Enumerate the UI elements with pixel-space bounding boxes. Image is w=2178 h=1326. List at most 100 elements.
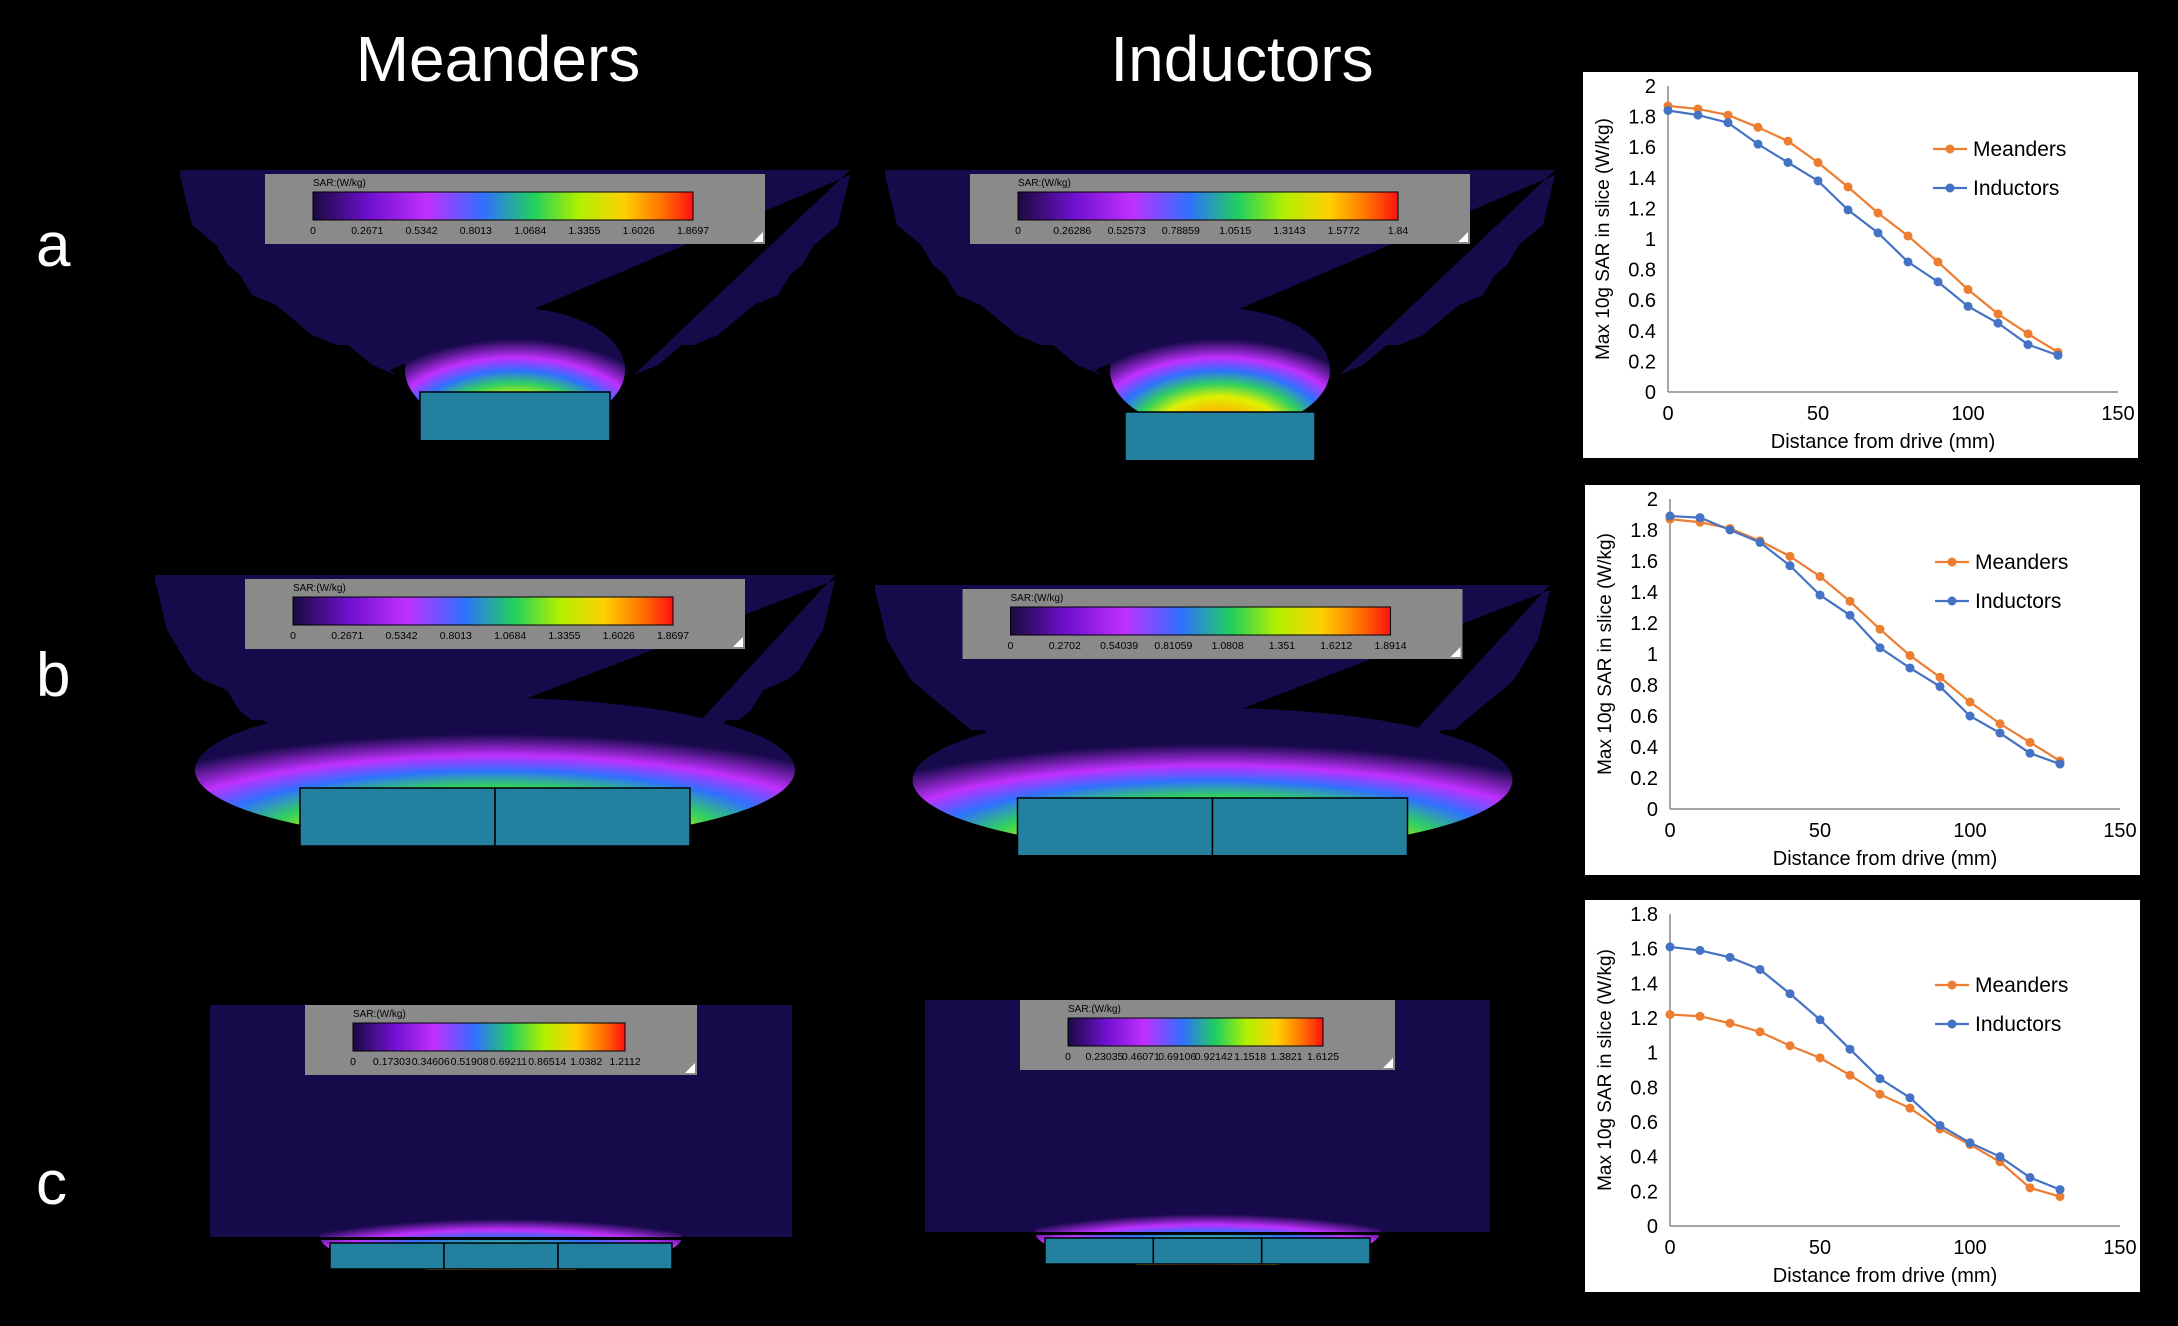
- data-point: [2025, 1172, 2035, 1182]
- sar-map-inductors-b: SAR:(W/kg) 0 0.2702 0.54039 0.81059 1.0808 1.3…: [875, 585, 1550, 855]
- y-tick-label: 1.8: [1628, 107, 1656, 129]
- data-point: [1665, 1010, 1675, 1020]
- colorbar-tick-label: 0.46071: [1122, 1051, 1160, 1063]
- data-point: [1845, 596, 1855, 606]
- y-tick-label: 0: [1645, 382, 1656, 404]
- data-point: [1695, 513, 1705, 523]
- resize-grip: [1458, 232, 1468, 242]
- data-point: [1995, 719, 2005, 729]
- colorbar-tick-label: 0.8013: [460, 225, 492, 237]
- y-tick-label: 1.6: [1630, 939, 1658, 961]
- row-label-a: a: [36, 211, 71, 280]
- data-point: [1813, 158, 1823, 167]
- data-point: [1905, 1093, 1915, 1103]
- colorbar-tick-label: 0.92142: [1195, 1051, 1233, 1063]
- colorbar-tick-label: 1.0684: [494, 630, 526, 642]
- legend-label: Meanders: [1973, 138, 2066, 161]
- y-tick-label: 1: [1647, 1043, 1658, 1065]
- data-point: [1815, 1015, 1825, 1025]
- coil-segment: [1124, 411, 1316, 460]
- x-tick-label: 0: [1664, 1237, 1675, 1259]
- x-axis-label: Distance from drive (mm): [1771, 431, 1995, 453]
- colorbar-tick-label: 1.2112: [609, 1056, 640, 1068]
- resize-grip: [1450, 647, 1461, 657]
- data-point: [1695, 1011, 1705, 1021]
- series-line: [1669, 945, 2061, 1191]
- series-meanders: [1663, 101, 2063, 357]
- legend-marker: [1945, 144, 1955, 154]
- coil-segment: [1260, 1237, 1371, 1265]
- y-tick-label: 1.8: [1630, 904, 1658, 926]
- y-tick-label: 0.6: [1628, 290, 1656, 312]
- data-point: [1725, 952, 1735, 962]
- column-heading-meanders: Meanders: [355, 23, 641, 95]
- colorbar-tick-label: 1.3355: [548, 630, 580, 642]
- data-point: [2053, 350, 2063, 360]
- colorbar-title: SAR:(W/kg): [1011, 593, 1064, 604]
- colorbar-tick-label: 1.6125: [1307, 1051, 1339, 1063]
- data-point: [1723, 118, 1733, 128]
- colorbar-tick-label: 1.1518: [1234, 1051, 1266, 1063]
- x-tick-label: 0: [1664, 820, 1675, 842]
- colorbar-tick-label: 0.54039: [1100, 640, 1138, 652]
- data-point: [1725, 1018, 1735, 1028]
- data-point: [1965, 711, 1975, 721]
- colorbar-tick-label: 0.86514: [528, 1056, 566, 1068]
- y-tick-label: 0: [1647, 1216, 1658, 1238]
- colorbar-tick-label: 0.69106: [1158, 1051, 1196, 1063]
- sar-map-inductors-a: SAR:(W/kg) 0 0.26286 0.52573 0.78859 1.0515 1.…: [885, 170, 1555, 460]
- legend-label: Inductors: [1975, 590, 2061, 613]
- colorbar-tick-label: 1.3821: [1271, 1051, 1303, 1063]
- data-point: [1845, 610, 1855, 620]
- data-point: [1875, 1089, 1885, 1099]
- data-point: [2025, 1183, 2035, 1193]
- y-tick-label: 1: [1645, 229, 1656, 251]
- colorbar-tick-label: 1.3143: [1273, 225, 1305, 237]
- data-point: [1785, 1041, 1795, 1051]
- data-point: [1753, 122, 1763, 132]
- data-point: [1843, 205, 1853, 215]
- x-tick-label: 150: [2103, 820, 2136, 842]
- colorbar: [1010, 606, 1391, 636]
- colorbar-tick-label: 1.6026: [623, 225, 655, 237]
- column-heading-inductors: Inductors: [1110, 23, 1374, 95]
- y-tick-label: 2: [1647, 489, 1658, 511]
- data-point: [1783, 136, 1793, 146]
- data-point: [1903, 231, 1913, 241]
- data-point: [1965, 1138, 1975, 1148]
- data-point: [1993, 309, 2003, 319]
- series-line: [1667, 109, 2059, 357]
- colorbar-tick-label: 1.6026: [603, 630, 635, 642]
- data-point: [1813, 176, 1823, 186]
- x-axis-label: Distance from drive (mm): [1773, 1265, 1997, 1287]
- legend-marker: [1947, 980, 1957, 990]
- x-tick-label: 100: [1951, 403, 1984, 425]
- data-point: [1935, 672, 1945, 682]
- x-tick-label: 50: [1809, 1237, 1831, 1259]
- y-tick-label: 1.8: [1630, 520, 1658, 542]
- colorbar: [312, 191, 694, 221]
- legend-marker: [1947, 596, 1957, 606]
- resize-grip: [685, 1063, 695, 1073]
- colorbar-tick-label: 0: [1008, 640, 1014, 652]
- colorbar-tick-label: 0.34606: [412, 1056, 450, 1068]
- colorbar-tick-label: 1.0515: [1219, 225, 1251, 237]
- data-point: [1965, 697, 1975, 707]
- y-tick-label: 1.2: [1628, 198, 1656, 220]
- data-point: [2023, 340, 2033, 350]
- coil-segment: [1152, 1237, 1263, 1265]
- series-line: [1669, 514, 2061, 766]
- y-tick-label: 0.8: [1630, 675, 1658, 697]
- y-axis-label: Max 10g SAR in slice (W/kg): [1593, 118, 1614, 360]
- data-point: [1993, 318, 2003, 328]
- coil-segment: [419, 391, 611, 440]
- data-point: [1873, 228, 1883, 238]
- data-point: [1995, 1152, 2005, 1162]
- legend-marker: [1945, 183, 1955, 193]
- y-axis-label: Max 10g SAR in slice (W/kg): [1595, 533, 1616, 775]
- colorbar-tick-label: 1.0684: [514, 225, 546, 237]
- data-point: [2025, 737, 2035, 747]
- sar-map-meanders-b: SAR:(W/kg) 0 0.2671 0.5342 0.8013 1.0684 1.335…: [155, 575, 835, 847]
- y-tick-label: 1.4: [1628, 168, 1656, 190]
- colorbar-tick-label: 1.3355: [568, 225, 600, 237]
